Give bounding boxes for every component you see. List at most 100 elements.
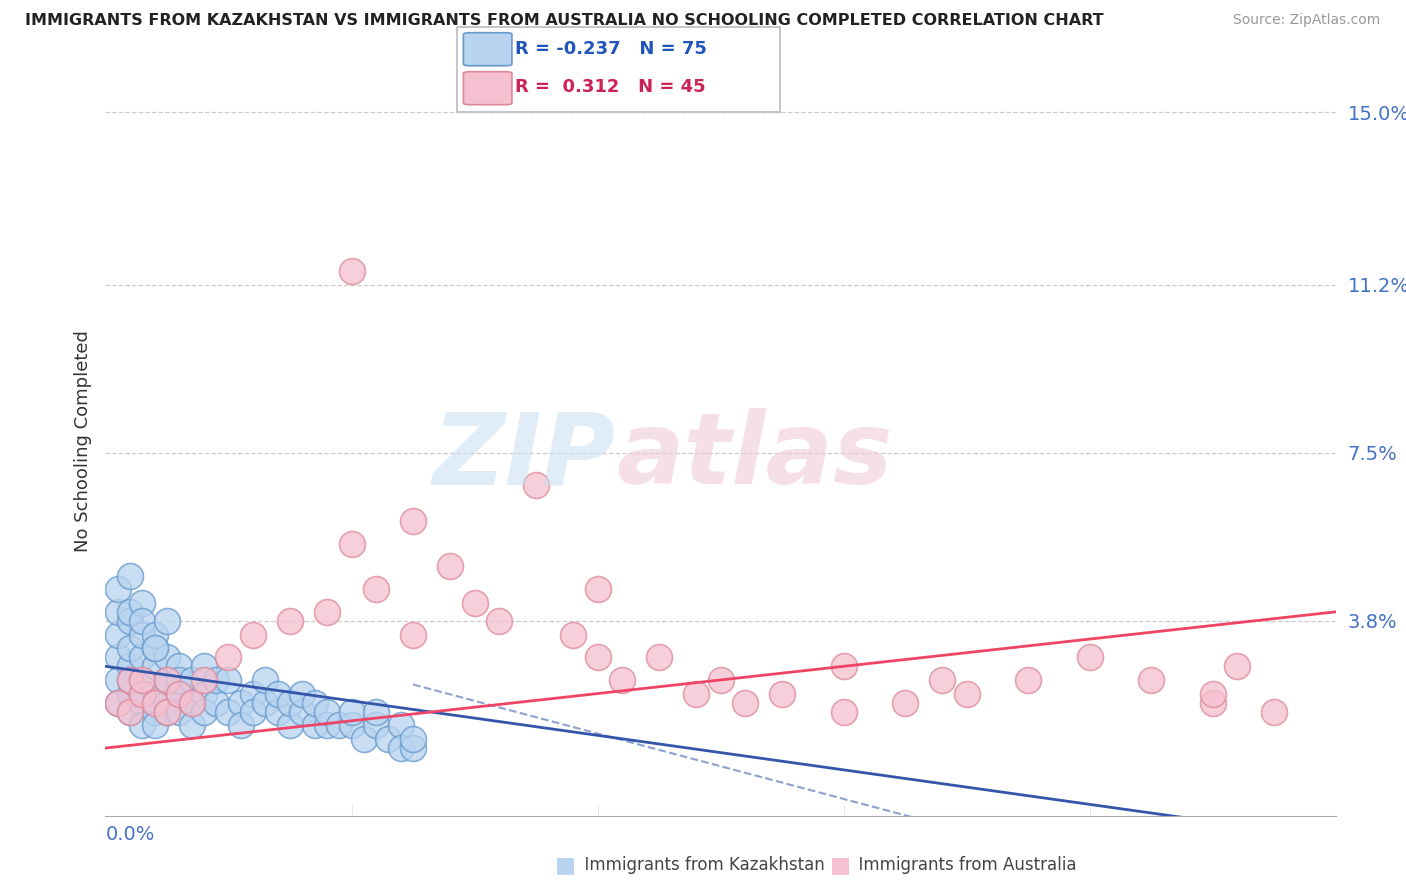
Point (169, 687, 191, 701)
Point (107, 673, 129, 687)
Point (107, 696, 129, 710)
Point (278, 696, 301, 710)
Text: ■: ■ (830, 855, 851, 875)
Point (120, 659, 141, 673)
Point (267, 687, 290, 701)
Text: 0.0%: 0.0% (105, 825, 155, 844)
Point (586, 650, 609, 665)
Point (242, 705, 264, 719)
Point (156, 705, 179, 719)
Point (340, 705, 363, 719)
Point (1140, 673, 1163, 687)
Point (366, 582, 388, 596)
Point (648, 650, 671, 665)
Point (229, 696, 252, 710)
Point (169, 705, 191, 719)
Point (340, 537, 363, 551)
Text: ■: ■ (555, 855, 576, 875)
Point (131, 687, 153, 701)
Point (377, 731, 399, 746)
Text: Source: ZipAtlas.com: Source: ZipAtlas.com (1233, 13, 1381, 28)
Point (205, 696, 228, 710)
Text: Immigrants from Australia: Immigrants from Australia (848, 856, 1077, 874)
Point (169, 659, 191, 673)
Point (120, 673, 141, 687)
Point (439, 559, 461, 574)
Point (107, 582, 129, 596)
Point (131, 650, 153, 665)
Point (131, 614, 153, 628)
Point (389, 741, 412, 756)
FancyBboxPatch shape (464, 33, 512, 66)
Point (180, 673, 202, 687)
Text: IMMIGRANTS FROM KAZAKHSTAN VS IMMIGRANTS FROM AUSTRALIA NO SCHOOLING COMPLETED C: IMMIGRANTS FROM KAZAKHSTAN VS IMMIGRANTS… (25, 13, 1104, 29)
Point (218, 673, 240, 687)
Point (734, 696, 756, 710)
Point (193, 705, 215, 719)
Y-axis label: No Schooling Completed: No Schooling Completed (73, 331, 91, 552)
Point (218, 650, 240, 665)
Point (131, 673, 153, 687)
Point (143, 627, 166, 641)
Point (156, 705, 179, 719)
Text: Immigrants from Kazakhstan: Immigrants from Kazakhstan (574, 856, 824, 874)
Point (143, 705, 166, 719)
Point (340, 718, 363, 732)
Point (353, 731, 375, 746)
Point (107, 627, 129, 641)
Point (488, 614, 510, 628)
Point (524, 477, 547, 491)
Point (278, 718, 301, 732)
Point (291, 687, 314, 701)
Point (120, 641, 141, 656)
Point (120, 614, 141, 628)
Point (229, 718, 252, 732)
Point (131, 673, 153, 687)
Text: R =  0.312   N = 45: R = 0.312 N = 45 (515, 78, 706, 96)
Point (612, 673, 634, 687)
Point (120, 605, 141, 619)
Point (156, 614, 179, 628)
Point (120, 705, 141, 719)
Point (120, 568, 141, 582)
Point (267, 705, 290, 719)
Point (107, 605, 129, 619)
Point (770, 687, 793, 701)
Point (131, 718, 153, 732)
Point (180, 696, 202, 710)
Point (143, 641, 166, 656)
Point (1263, 705, 1285, 719)
Point (254, 696, 277, 710)
Point (131, 596, 153, 610)
Point (366, 718, 388, 732)
Point (120, 673, 141, 687)
Point (143, 641, 166, 656)
Point (894, 696, 917, 710)
Point (169, 673, 191, 687)
Point (131, 627, 153, 641)
Point (193, 659, 215, 673)
Point (180, 696, 202, 710)
Point (562, 627, 585, 641)
Point (710, 673, 733, 687)
Point (107, 696, 129, 710)
Point (180, 718, 202, 732)
Point (315, 718, 337, 732)
Text: R = -0.237   N = 75: R = -0.237 N = 75 (515, 40, 707, 58)
Text: atlas: atlas (616, 408, 893, 505)
Point (131, 687, 153, 701)
Point (131, 696, 153, 710)
Point (389, 718, 412, 732)
Point (291, 705, 314, 719)
Point (156, 673, 179, 687)
Point (366, 705, 388, 719)
Point (832, 659, 855, 673)
Point (315, 705, 337, 719)
Point (304, 696, 326, 710)
Point (107, 650, 129, 665)
Point (328, 718, 350, 732)
Point (304, 718, 326, 732)
Point (685, 687, 707, 701)
Point (340, 264, 363, 278)
Point (1226, 659, 1249, 673)
